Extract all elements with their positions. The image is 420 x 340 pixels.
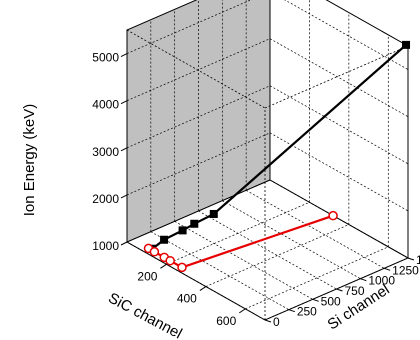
y-tick-label: 0	[273, 315, 280, 329]
z-axis-label: Ion Energy (keV)	[21, 104, 38, 217]
y-tick-mark	[264, 319, 272, 323]
gridline	[245, 246, 389, 310]
y-tick-mark	[336, 288, 343, 292]
data-point	[402, 40, 411, 49]
y-tick-mark	[407, 257, 415, 261]
y-axis-ticks: 0 250 500 750100012501500	[264, 253, 420, 329]
x-axis-ticks: 200 400 600	[137, 263, 246, 328]
gridline	[284, 0, 409, 70]
z-tick-mark	[120, 194, 128, 199]
y-tick-mark	[384, 267, 391, 271]
z-tick-label: 5000	[92, 51, 119, 65]
gridline	[269, 132, 409, 212]
chart-series	[143, 40, 411, 273]
x-tick-mark	[199, 286, 207, 291]
x-tick-mark	[239, 308, 246, 314]
y-tick-label: 750	[345, 284, 365, 298]
chart-grid	[126, 0, 409, 321]
data-point	[160, 235, 169, 244]
gridline	[126, 132, 271, 196]
frame-edge	[126, 241, 266, 321]
y-tick-label: 250	[297, 305, 317, 319]
z-tick-label: 4000	[92, 98, 119, 112]
frame-edge	[264, 45, 409, 109]
z-tick-mark	[120, 147, 128, 152]
y-tick-label: 1250	[392, 263, 419, 277]
z-axis-ticks: 1000 2000 3000 4000 5000	[92, 51, 128, 253]
gridline	[245, 190, 385, 269]
z-tick-mark	[120, 100, 128, 105]
gridline	[174, 221, 313, 300]
data-point	[149, 247, 160, 257]
z-tick-label: 1000	[92, 239, 119, 253]
x-tick-label: 400	[177, 292, 197, 306]
data-point	[165, 255, 175, 266]
gridline	[269, 38, 409, 117]
gridline	[222, 200, 361, 279]
gridline	[269, 85, 409, 165]
gridline	[269, 179, 409, 259]
y-tick-label: 1500	[416, 253, 420, 267]
z-tick-mark	[120, 241, 128, 246]
y-tick-mark	[288, 309, 295, 313]
data-point	[328, 210, 338, 221]
z-tick-label: 2000	[92, 192, 119, 206]
x-axis-label: SiC channel	[105, 290, 184, 340]
frame-edge	[126, 29, 266, 109]
data-point	[177, 262, 187, 273]
y-tick-label: 500	[321, 294, 341, 308]
z-tick-label: 3000	[92, 145, 119, 159]
y-tick-mark	[312, 298, 319, 302]
gridline	[198, 210, 337, 290]
z-tick-mark	[120, 53, 128, 58]
y-tick-label: 1000	[368, 274, 395, 288]
data-point	[190, 219, 199, 228]
gridline	[150, 231, 290, 310]
chart-walls	[125, 0, 410, 321]
y-tick-mark	[360, 278, 367, 282]
x-tick-mark	[160, 263, 167, 269]
gridline	[126, 85, 271, 149]
x-tick-label: 200	[137, 269, 157, 283]
data-point	[178, 226, 187, 235]
x-tick-label: 600	[216, 314, 236, 328]
data-point	[209, 209, 218, 218]
gridline	[205, 224, 349, 287]
